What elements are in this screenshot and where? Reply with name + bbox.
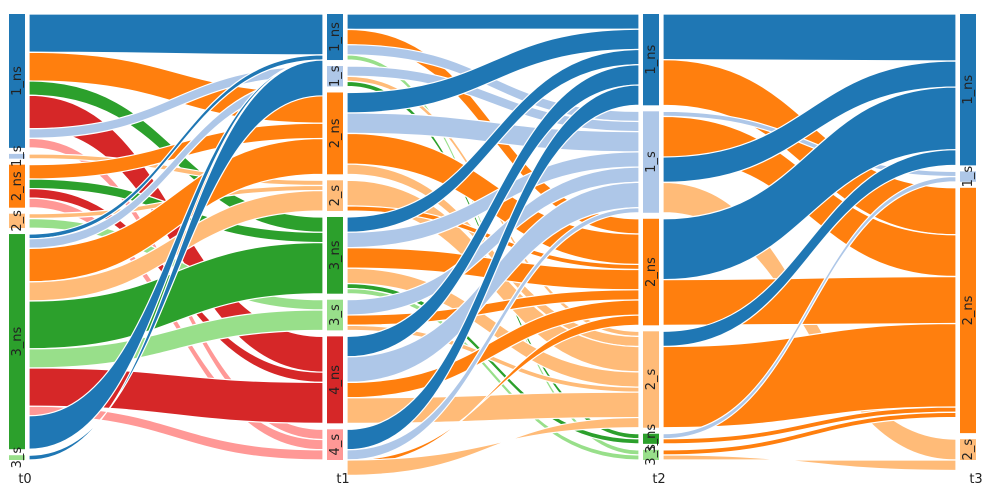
node-t2-3_s <box>643 449 659 460</box>
node-label-t3-1_s: 1_s <box>961 166 976 188</box>
node-t1-4_s <box>327 429 343 460</box>
node-label-t3-2_ns: 2_ns <box>961 295 976 325</box>
node-t1-1_ns <box>327 14 343 61</box>
node-t3-2_s <box>960 439 976 460</box>
link-t0-3_ns-to-3_ns <box>28 241 324 350</box>
node-t1-4_ns <box>327 336 343 424</box>
node-label-t3-2_s: 2_s <box>961 439 976 461</box>
stage-label-t0: t0 <box>18 472 31 487</box>
link-t2-2_ns-to-2_ns <box>662 275 957 326</box>
link-t1-4_s-to-1_s <box>346 207 640 461</box>
stage-axis: t0 t1 t2 t3 <box>18 472 982 487</box>
link-t1-4_s-to-1_ns <box>346 84 640 451</box>
node-label-t2-2_ns: 2_ns <box>644 257 659 287</box>
node-label-t0-2_ns: 2_ns <box>10 171 25 201</box>
node-t1-2_s <box>327 180 343 211</box>
node-t3-2_ns <box>960 187 976 434</box>
node-label-t0-3_ns: 3_ns <box>10 327 25 357</box>
link-t1-4_s-to-2_s <box>346 416 640 476</box>
node-label-t2-2_s: 2_s <box>644 369 659 391</box>
link-t0-3_ns-to-2_ns <box>28 137 324 283</box>
node-t2-2_ns <box>643 218 659 326</box>
node-t0-3_ns <box>9 234 25 450</box>
node-t3-1_ns <box>960 14 976 166</box>
node-label-t2-3_s: 3_s <box>644 444 659 466</box>
labels-layer: 1_ns1_s2_ns2_s3_ns3_s1_ns1_s2_ns2_s3_ns3… <box>10 22 976 468</box>
node-label-t0-1_s: 1_s <box>10 145 25 167</box>
node-label-t1-4_s: 4_s <box>328 434 343 456</box>
link-t0-3_ns-to-4_s <box>28 405 324 461</box>
link-t2-1_ns-to-1_ns <box>662 13 957 62</box>
link-t1-1_ns-to-1_ns <box>346 13 640 30</box>
node-t1-2_ns <box>327 92 343 175</box>
link-t0-1_ns-to-1_ns <box>28 13 324 56</box>
node-label-t2-1_s: 1_s <box>644 151 659 173</box>
node-t0-3_s <box>9 455 25 460</box>
node-t1-1_s <box>327 66 343 87</box>
nodes-layer <box>9 14 976 460</box>
node-label-t3-1_ns: 1_ns <box>961 75 976 105</box>
link-t2-2_s-to-1_ns <box>662 149 957 348</box>
node-label-t1-1_ns: 1_ns <box>328 22 343 52</box>
node-label-t2-1_ns: 1_ns <box>644 45 659 75</box>
node-t0-1_s <box>9 153 25 159</box>
stage-label-t1: t1 <box>336 472 349 487</box>
node-label-t1-2_ns: 2_ns <box>328 118 343 148</box>
node-label-t0-3_s: 3_s <box>10 447 25 469</box>
node-label-t1-1_s: 1_s <box>328 65 343 87</box>
node-label-t2-3_ns: 3_ns <box>644 424 659 454</box>
node-label-t1-3_s: 3_s <box>328 304 343 326</box>
links-layer <box>28 13 957 476</box>
node-label-t1-2_s: 2_s <box>328 185 343 207</box>
node-t2-1_ns <box>643 14 659 106</box>
link-t1-4_s-to-2_ns <box>346 314 640 466</box>
link-t2-3_s-to-2_s <box>662 454 957 472</box>
node-t1-3_ns <box>327 216 343 294</box>
link-t0-3_s-to-1_ns <box>28 59 324 461</box>
node-t0-1_ns <box>9 14 25 148</box>
node-t3-1_s <box>960 171 976 182</box>
stage-label-t3: t3 <box>969 472 982 487</box>
node-t2-3_ns <box>643 433 659 444</box>
link-t2-3_ns-to-1_s <box>662 175 957 440</box>
node-label-t1-3_ns: 3_ns <box>328 240 343 270</box>
node-label-t0-1_ns: 1_ns <box>10 66 25 96</box>
link-t2-3_s-to-2_ns <box>662 411 957 456</box>
node-t0-2_s <box>9 213 25 229</box>
node-t2-1_s <box>643 111 659 213</box>
node-t2-2_s <box>643 331 659 428</box>
node-t1-3_s <box>327 299 343 331</box>
stage-label-t2: t2 <box>652 472 665 487</box>
node-label-t1-4_ns: 4_ns <box>328 365 343 395</box>
node-t0-2_ns <box>9 164 25 208</box>
node-label-t0-2_s: 2_s <box>10 210 25 232</box>
